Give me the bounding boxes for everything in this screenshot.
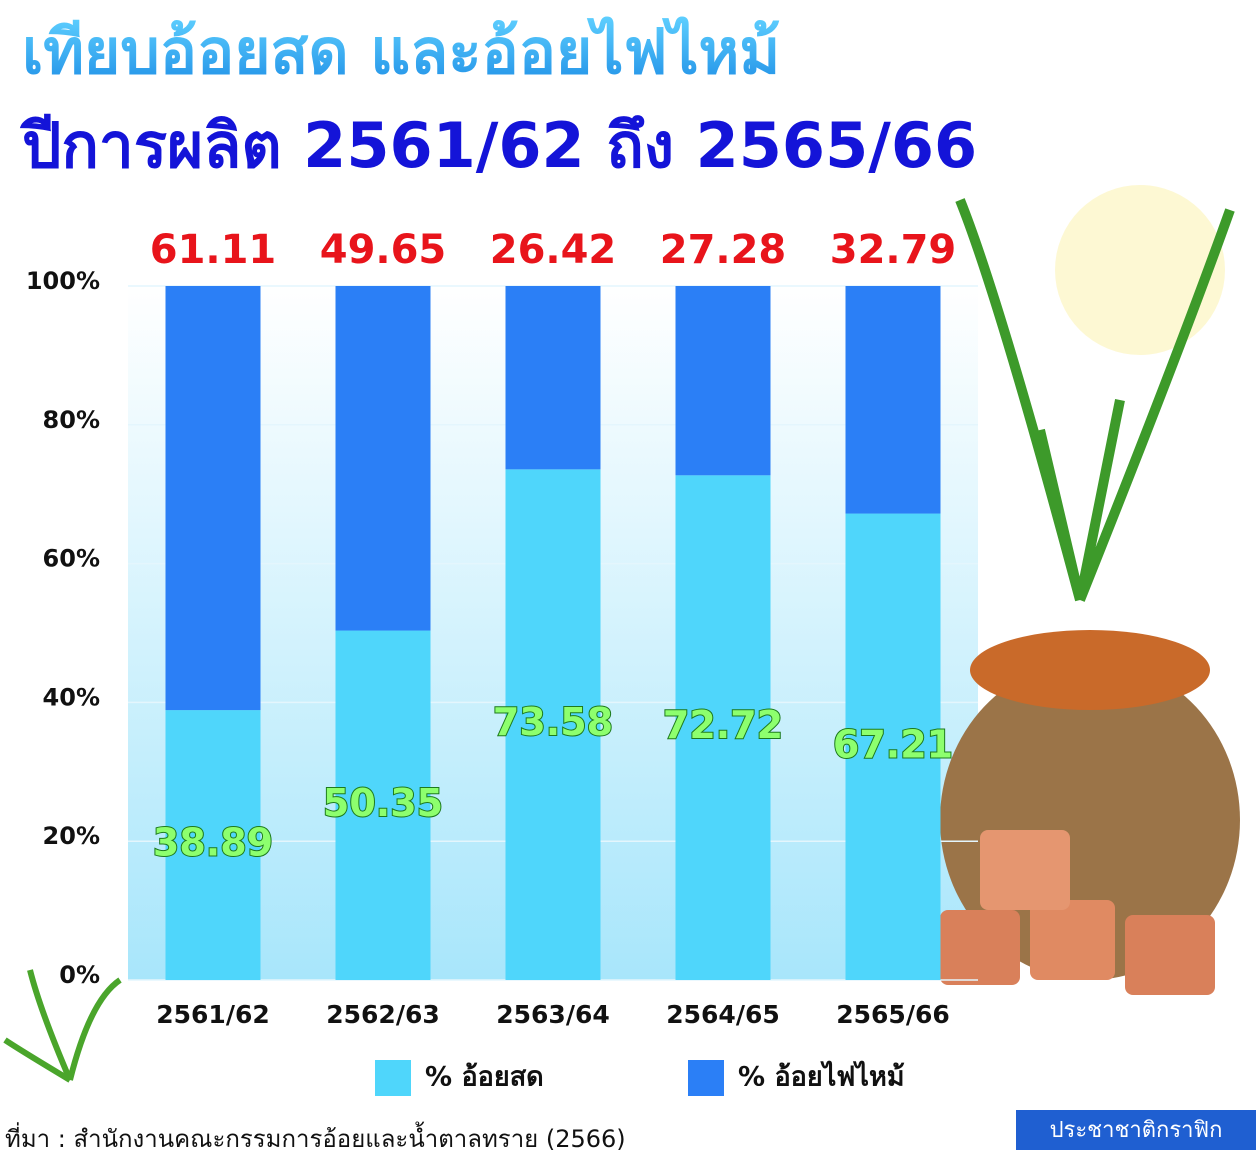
bar-segment (505, 469, 601, 980)
bar-segment (165, 710, 261, 980)
legend-label: % อ้อยสด (425, 1062, 544, 1093)
x-tick-label: 2562/63 (326, 1000, 440, 1029)
brand: ประชาชาติกราฟิก (1050, 1118, 1223, 1143)
value-label: 50.35 (323, 781, 443, 825)
value-label: 72.72 (663, 703, 783, 747)
y-tick-label: 0% (59, 961, 100, 989)
y-tick-label: 80% (43, 406, 100, 434)
y-tick-label: 40% (43, 683, 100, 711)
cane-leaves (955, 198, 1235, 602)
sugar-cube (980, 830, 1070, 910)
value-label: 38.89 (153, 821, 273, 865)
bar-segment (845, 286, 941, 514)
legend-swatch (688, 1060, 724, 1096)
bar-segment (675, 286, 771, 476)
value-label: 49.65 (320, 227, 447, 273)
sugar-decoration (970, 630, 1210, 710)
brand-box (1016, 1110, 1256, 1150)
x-tick-label: 2565/66 (836, 1000, 950, 1029)
bar-segment (335, 630, 431, 980)
y-tick-label: 100% (26, 267, 100, 295)
chart-title: เทียบอ้อยสด และอ้อยไฟไหม้ (22, 15, 780, 88)
legend-swatch (375, 1060, 411, 1096)
sugar-cube (1125, 915, 1215, 995)
cane-decoration (3, 969, 122, 1083)
sun-decoration (1055, 185, 1225, 355)
value-label: 73.58 (493, 700, 613, 744)
x-tick-label: 2563/64 (496, 1000, 610, 1029)
bar-segment (675, 475, 771, 980)
value-label: 67.21 (833, 722, 953, 766)
value-label: 61.11 (150, 227, 277, 273)
sugar-cube (940, 910, 1020, 985)
bar-segment (845, 513, 941, 980)
x-tick-label: 2561/62 (156, 1000, 270, 1029)
sugar-cube (1030, 900, 1115, 980)
bar-segment (335, 286, 431, 631)
y-tick-label: 60% (43, 545, 100, 573)
value-label: 27.28 (660, 227, 787, 273)
x-tick-label: 2564/65 (666, 1000, 780, 1029)
bar-segment (505, 286, 601, 470)
chart-subtitle: ปีการผลิต 2561/62 ถึง 2565/66 (19, 109, 977, 182)
value-label: 26.42 (490, 227, 617, 273)
y-tick-label: 20% (43, 822, 100, 850)
bar-segment (165, 286, 261, 711)
legend-label: % อ้อยไฟไหม้ (738, 1061, 905, 1093)
source: ที่มา : สำนักงานคณะกรรมการอ้อยและน้ำตาลท… (5, 1121, 626, 1153)
value-label: 32.79 (830, 227, 957, 273)
